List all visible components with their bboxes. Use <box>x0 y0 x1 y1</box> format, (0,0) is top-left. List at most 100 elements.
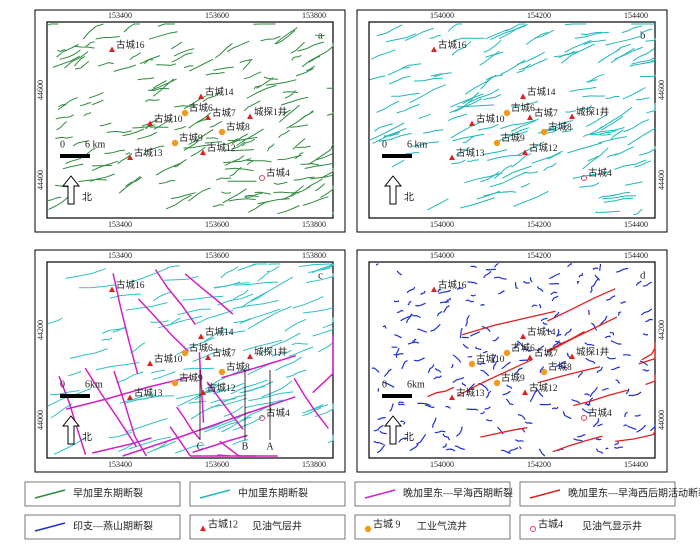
fault <box>412 338 417 342</box>
fault <box>306 404 324 412</box>
fault <box>109 293 141 299</box>
well-label: 古城7 <box>212 107 236 119</box>
fault <box>433 73 443 77</box>
fault <box>468 88 500 103</box>
fault <box>461 310 556 336</box>
x-tick-label: 154200 <box>527 460 551 469</box>
fault <box>634 414 641 417</box>
fault <box>587 309 591 315</box>
scale-length: 6 km <box>85 139 106 150</box>
fault <box>323 43 334 54</box>
fault <box>69 348 108 359</box>
fault <box>484 406 491 410</box>
fault <box>535 387 544 398</box>
well-label: 古城7 <box>534 347 558 359</box>
fault <box>645 318 653 323</box>
fault <box>396 103 420 114</box>
fault <box>244 399 284 409</box>
fault <box>420 290 426 296</box>
fault <box>582 95 605 98</box>
well-label: 城探1井 <box>254 106 287 118</box>
fault <box>55 114 75 120</box>
fault <box>493 164 513 179</box>
well-label: 古城14 <box>205 86 234 98</box>
fault <box>475 346 482 351</box>
fault <box>621 25 643 34</box>
well-label: 古城13 <box>134 387 163 399</box>
show-well-symbol <box>259 415 265 421</box>
fault <box>190 146 206 157</box>
fault <box>567 263 572 268</box>
oil-well-symbol <box>569 113 575 119</box>
fault <box>122 128 145 137</box>
fault <box>393 300 400 303</box>
y-tick-label: 44000 <box>657 410 666 430</box>
fault <box>638 146 656 156</box>
fault <box>91 99 104 106</box>
well-label: 古城6 <box>189 102 213 114</box>
fault <box>549 272 561 280</box>
fault <box>577 370 583 378</box>
fault <box>273 181 288 185</box>
fault <box>566 352 571 359</box>
map-panel: c 153400 153600 153800 153400 153600 153800 442… <box>34 249 346 473</box>
fault <box>610 340 622 345</box>
fault <box>213 282 250 289</box>
fault <box>438 289 451 294</box>
oil-well-symbol <box>200 525 206 531</box>
fault <box>152 80 167 89</box>
fault <box>595 448 604 454</box>
x-tick-label: 153400 <box>108 460 132 469</box>
fault <box>546 330 585 353</box>
well-label: 古城16 <box>116 279 145 291</box>
fault <box>518 58 548 71</box>
fault <box>603 197 634 203</box>
fault <box>125 152 131 155</box>
fault <box>300 110 314 121</box>
map-frame <box>368 21 656 219</box>
oil-well-symbol <box>431 286 437 292</box>
fault <box>398 401 404 404</box>
fault <box>322 317 334 329</box>
fault <box>417 328 427 333</box>
x-tick-label: 154400 <box>624 251 648 260</box>
fault <box>209 120 223 128</box>
well-label: 古城10 <box>476 353 505 365</box>
oil-well-symbol <box>247 353 253 359</box>
fault <box>205 71 225 76</box>
gas-well-symbol <box>503 349 511 357</box>
x-tick-label: 154400 <box>624 460 648 469</box>
well-label: 古城10 <box>154 113 183 125</box>
fault <box>98 62 114 67</box>
fault <box>516 63 531 74</box>
fault <box>274 27 298 45</box>
fault <box>483 270 492 279</box>
fault <box>72 140 89 147</box>
fault <box>376 100 400 113</box>
north-arrow <box>383 415 403 445</box>
legend-box <box>519 514 676 540</box>
fault <box>205 367 247 390</box>
fault <box>65 268 106 279</box>
fault <box>529 277 533 283</box>
fault <box>277 154 302 161</box>
fault <box>480 303 485 306</box>
fault <box>430 323 441 332</box>
fault <box>256 77 274 89</box>
fault <box>448 113 468 122</box>
fault <box>276 30 296 45</box>
fault <box>312 328 334 337</box>
scale-length: 6km <box>407 379 425 390</box>
fault <box>113 370 148 457</box>
panel-label: c <box>318 270 323 282</box>
fault <box>565 110 577 113</box>
fault <box>378 132 412 142</box>
fault <box>524 421 533 425</box>
scale-length: 6 km <box>407 139 428 150</box>
fault <box>391 159 405 168</box>
fault <box>590 133 611 136</box>
well-label: 古城13 <box>456 147 485 159</box>
fault <box>443 305 450 313</box>
panel-frame <box>34 249 346 473</box>
